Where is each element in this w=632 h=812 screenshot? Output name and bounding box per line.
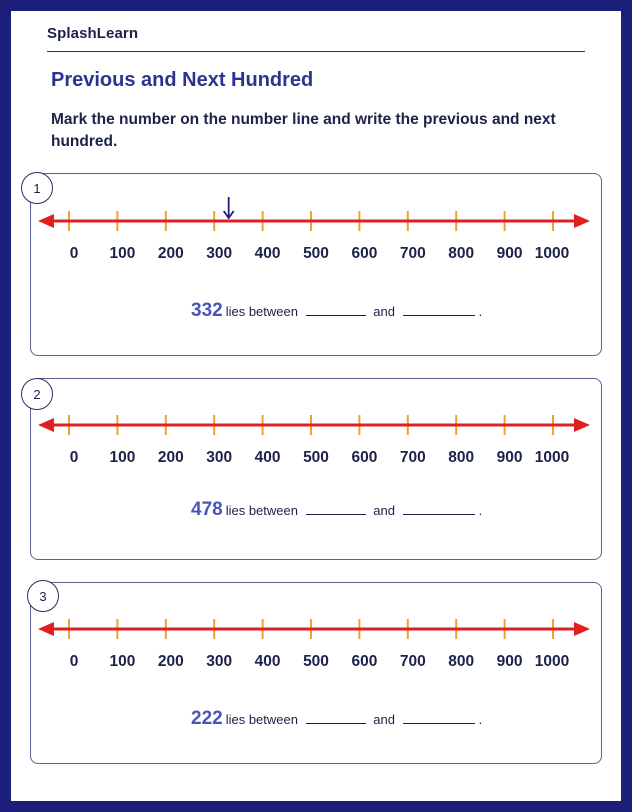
sentence-end: . [478,712,483,727]
sentence-and: and [373,712,395,727]
answer-blank-previous[interactable] [305,502,366,515]
answer-blank-next[interactable] [402,303,475,316]
answer-blank-next[interactable] [402,711,475,724]
problem-sentence-3: 222 lies between and . [191,708,482,730]
answer-blank-previous[interactable] [305,711,366,724]
target-number: 332 [191,300,223,321]
problem-sentence-2: 478 lies between and . [191,499,482,521]
problem-card-1 [30,173,602,356]
problem-sentence-1: 332 lies between and . [191,300,482,322]
worksheet-title: Previous and Next Hundred [51,69,314,91]
problem-card-2 [30,378,602,560]
target-number: 478 [191,499,223,520]
brand-logo: SplashLearn [47,25,139,42]
instructions: Mark the number on the number line and w… [51,111,556,150]
header-divider [47,51,585,52]
answer-blank-previous[interactable] [305,303,366,316]
sentence-text: lies between [225,304,298,319]
target-number: 222 [191,708,223,729]
sentence-text: lies between [225,712,298,727]
problem-card-3 [30,582,602,764]
sentence-text: lies between [225,503,298,518]
problem-number-badge: 3 [27,580,59,612]
sentence-end: . [478,503,483,518]
sentence-end: . [478,304,483,319]
problem-number-badge: 1 [21,172,53,204]
problem-number-badge: 2 [21,378,53,410]
sentence-and: and [373,503,395,518]
sentence-and: and [373,304,395,319]
answer-blank-next[interactable] [402,502,475,515]
